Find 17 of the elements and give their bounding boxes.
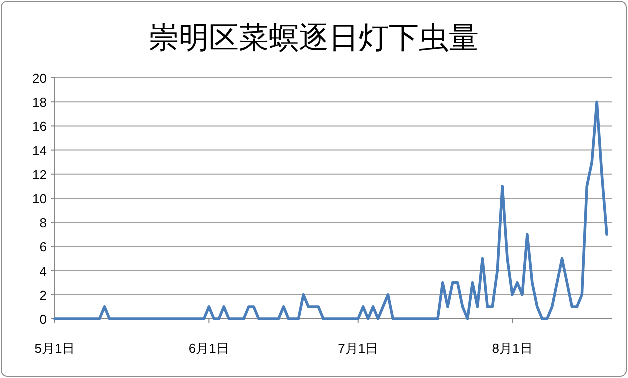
y-tick-label: 6 [40, 240, 47, 255]
y-tick-label: 12 [32, 167, 47, 182]
line-series [54, 100, 608, 320]
y-tick-label: 16 [32, 119, 47, 134]
x-tick-label: 6月1日 [188, 341, 230, 356]
x-tick-label: 7月1日 [338, 341, 379, 356]
chart-title: 崇明区菜螟逐日灯下虫量 [149, 22, 479, 55]
y-tick-label: 10 [32, 192, 47, 206]
y-tick-label: 18 [32, 95, 47, 110]
y-tick-label: 0 [40, 312, 47, 327]
y-tick-label: 14 [32, 143, 47, 158]
y-tick-label: 4 [40, 264, 47, 279]
y-tick-label: 8 [40, 216, 47, 231]
y-tick-label: 2 [40, 288, 47, 303]
x-tick-label: 8月1日 [492, 341, 533, 356]
y-tick-label: 20 [32, 71, 47, 86]
x-tick-label: 5月1日 [34, 341, 76, 356]
